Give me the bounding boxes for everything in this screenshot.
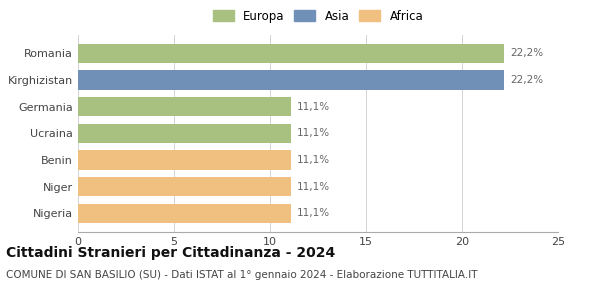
- Bar: [78, 70, 504, 90]
- Text: 11,1%: 11,1%: [297, 128, 330, 138]
- Text: Cittadini Stranieri per Cittadinanza - 2024: Cittadini Stranieri per Cittadinanza - 2…: [6, 246, 335, 260]
- Text: 11,1%: 11,1%: [297, 102, 330, 112]
- Bar: [78, 177, 291, 196]
- Bar: [78, 204, 291, 223]
- Text: 11,1%: 11,1%: [297, 209, 330, 218]
- Text: COMUNE DI SAN BASILIO (SU) - Dati ISTAT al 1° gennaio 2024 - Elaborazione TUTTIT: COMUNE DI SAN BASILIO (SU) - Dati ISTAT …: [6, 270, 478, 280]
- Text: 11,1%: 11,1%: [297, 155, 330, 165]
- Bar: [78, 44, 504, 63]
- Bar: [78, 151, 291, 170]
- Bar: [78, 97, 291, 116]
- Legend: Europa, Asia, Africa: Europa, Asia, Africa: [210, 7, 426, 25]
- Text: 11,1%: 11,1%: [297, 182, 330, 192]
- Text: 22,2%: 22,2%: [510, 75, 543, 85]
- Text: 22,2%: 22,2%: [510, 48, 543, 58]
- Bar: [78, 124, 291, 143]
